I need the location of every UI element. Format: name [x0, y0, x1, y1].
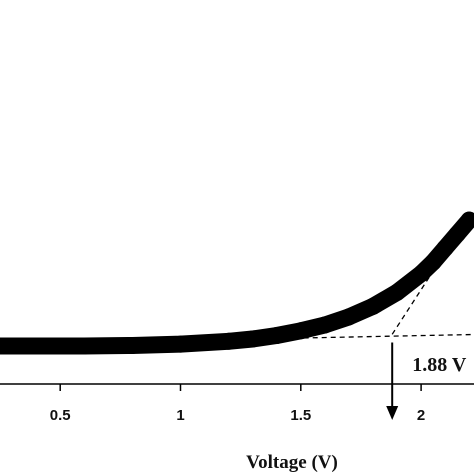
- data-point: [244, 330, 262, 348]
- x-axis: 0.5 1 1.5 2: [0, 383, 474, 424]
- x-axis-title: Voltage (V): [246, 452, 338, 473]
- tangent-extrapolation: [391, 215, 470, 335]
- data-point: [220, 332, 238, 350]
- data-point: [27, 337, 45, 355]
- data-point: [123, 337, 141, 354]
- x-tick-label: 2: [417, 407, 425, 424]
- annotation-layer: 1.88 V: [386, 342, 467, 420]
- data-point: [172, 335, 189, 353]
- x-tick-label: 1.5: [290, 407, 311, 424]
- data-point: [388, 283, 406, 301]
- data-point: [316, 316, 334, 334]
- x-tick-label: 1: [176, 407, 184, 424]
- data-point: [364, 297, 382, 315]
- data-point: [340, 308, 358, 326]
- annotation-label: 1.88 V: [412, 354, 467, 376]
- iv-curve-layer: [0, 211, 474, 355]
- data-point: [436, 239, 454, 257]
- guide-lines-layer: [276, 215, 474, 340]
- x-tick-label: 0.5: [50, 407, 71, 424]
- data-point: [268, 327, 286, 344]
- baseline-extrapolation: [276, 333, 474, 340]
- data-point: [292, 322, 310, 340]
- data-point: [0, 337, 9, 355]
- data-point: [460, 211, 474, 229]
- series-line-0: [0, 211, 474, 355]
- annotation-arrow-head: [386, 406, 399, 420]
- data-point: [424, 253, 442, 271]
- data-point: [412, 265, 430, 283]
- data-point: [75, 337, 93, 355]
